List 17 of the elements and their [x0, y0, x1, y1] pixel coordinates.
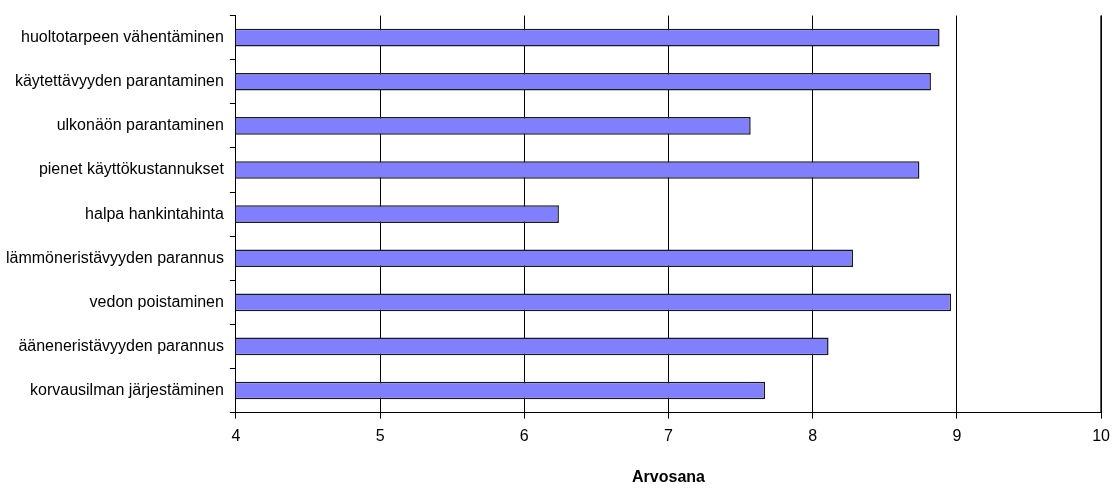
x-axis-title: Arvosana [632, 467, 706, 485]
x-tick-label: 10 [1092, 426, 1111, 444]
y-tick-label: huoltotarpeen vähentäminen [21, 28, 224, 46]
y-tick-label: ääneneristävyyden parannus [18, 336, 224, 354]
y-tick-label: korvausilman järjestäminen [30, 380, 224, 398]
y-tick-label: halpa hankintahinta [85, 204, 224, 222]
x-tick-label: 9 [952, 426, 962, 444]
y-tick-label: vedon poistaminen [89, 292, 224, 310]
x-tick-label: 8 [808, 426, 818, 444]
y-tick-label: ulkonäön parantaminen [56, 116, 224, 134]
x-tick-label: 7 [664, 426, 674, 444]
y-tick-label: pienet käyttökustannukset [38, 160, 225, 178]
x-tick-label: 5 [375, 426, 385, 444]
x-tick-label: 6 [519, 426, 529, 444]
x-tick-label: 4 [231, 426, 241, 444]
y-tick-label: lämmöneristävyyden parannus [6, 248, 224, 266]
y-tick-label: käytettävyyden parantaminen [14, 72, 224, 90]
